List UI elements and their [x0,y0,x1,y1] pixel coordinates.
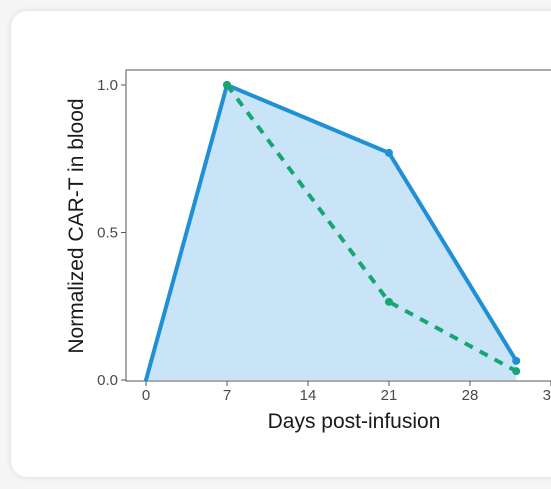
x-tick-label: 14 [300,387,317,404]
y-tick-label: 0.5 [97,225,118,242]
x-tick-label: 0 [142,387,150,404]
plot-frame [125,69,551,382]
data-point-dashed [512,367,521,376]
x-tick-label: 35 [543,387,551,404]
x-tick-label: 21 [381,387,398,404]
data-point-solid [384,148,393,157]
y-tick-label: 0.0 [97,372,118,389]
series-line-dashed [225,83,518,373]
y-tick-label: 1.0 [97,77,118,94]
x-tick-label: 28 [462,387,479,404]
y-axis-title: Normalized CAR-T in blood [65,98,88,353]
area-fill [146,85,517,380]
x-tick-label: 7 [223,387,231,404]
data-point-dashed [384,297,393,306]
x-axis-title: Days post-infusion [268,410,441,433]
series-line-solid [144,83,519,382]
data-point-solid [512,356,521,365]
data-point-dashed [222,81,231,89]
